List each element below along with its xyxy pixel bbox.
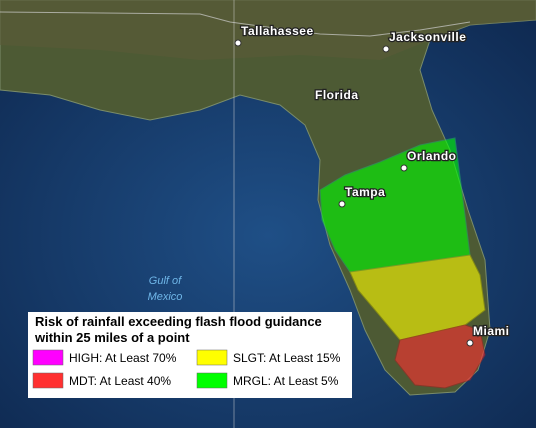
legend-label: MRGL: At Least 5%: [233, 374, 339, 388]
place-label: Tallahassee: [241, 24, 314, 38]
legend-label: HIGH: At Least 70%: [69, 351, 177, 365]
city-dot: [400, 164, 408, 172]
water-label: Gulf of: [149, 275, 182, 287]
city-dot: [234, 39, 242, 47]
place-labels: Tallahassee Jacksonville Florida Orlando Tam…: [234, 23, 510, 347]
legend-swatch: [32, 372, 64, 389]
place-label: Orlando: [407, 149, 457, 163]
place-label: Miami: [473, 324, 510, 338]
place-label: Tampa: [345, 185, 385, 199]
legend-swatch: [196, 349, 228, 366]
city-dot: [382, 45, 390, 53]
water-label: Mexico: [148, 291, 183, 303]
legend-swatch: [32, 349, 64, 366]
legend-title: Risk of rainfall exceeding flash flood g…: [35, 314, 322, 329]
city-dot: [466, 339, 474, 347]
legend-box: [28, 312, 352, 398]
legend-items: HIGH: At Least 70% SLGT: At Least 15% MDT:…: [32, 349, 341, 389]
risk-area-mdt: [394, 324, 486, 389]
land-north: [0, 0, 536, 60]
city-dot: [338, 200, 346, 208]
legend-label: MDT: At Least 40%: [69, 374, 171, 388]
place-label: Jacksonville: [389, 30, 466, 44]
place-label: Florida: [315, 88, 359, 102]
legend-label: SLGT: At Least 15%: [233, 351, 341, 365]
state-border: [0, 11, 471, 37]
legend-swatch: [196, 372, 228, 389]
legend-title: within 25 miles of a point: [34, 330, 190, 345]
risk-area-mrgl: [319, 137, 471, 273]
risk-areas: [319, 137, 486, 389]
